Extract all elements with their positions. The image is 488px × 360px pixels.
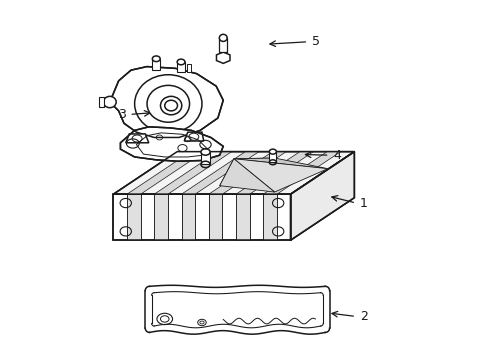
Bar: [186, 64, 191, 72]
Polygon shape: [233, 159, 327, 192]
Text: 1: 1: [359, 197, 367, 210]
Ellipse shape: [177, 59, 184, 65]
Ellipse shape: [134, 75, 202, 133]
Text: 2: 2: [359, 310, 367, 323]
Ellipse shape: [201, 149, 210, 155]
Polygon shape: [127, 152, 204, 194]
Polygon shape: [154, 152, 231, 194]
Polygon shape: [113, 194, 290, 240]
Bar: [99, 97, 104, 107]
Text: 3: 3: [118, 108, 125, 121]
Polygon shape: [125, 134, 148, 143]
Polygon shape: [233, 158, 327, 168]
Ellipse shape: [103, 96, 116, 108]
Ellipse shape: [269, 149, 276, 154]
Polygon shape: [181, 194, 195, 240]
Text: 5: 5: [311, 35, 319, 48]
Polygon shape: [110, 67, 223, 138]
Polygon shape: [263, 194, 276, 240]
Polygon shape: [181, 152, 259, 194]
Polygon shape: [290, 152, 354, 240]
Bar: [269, 152, 276, 162]
Polygon shape: [154, 194, 167, 240]
Ellipse shape: [219, 34, 226, 41]
Ellipse shape: [147, 85, 189, 122]
Polygon shape: [216, 52, 229, 63]
Polygon shape: [113, 152, 354, 194]
Polygon shape: [120, 127, 223, 161]
Polygon shape: [236, 194, 249, 240]
Bar: [152, 59, 160, 70]
Polygon shape: [127, 194, 141, 240]
Bar: [177, 62, 184, 72]
Polygon shape: [208, 152, 285, 194]
Polygon shape: [208, 194, 222, 240]
Polygon shape: [219, 158, 274, 186]
Ellipse shape: [152, 56, 160, 62]
Polygon shape: [236, 152, 313, 194]
Text: 4: 4: [332, 149, 340, 162]
Bar: [201, 152, 210, 165]
Polygon shape: [219, 159, 274, 192]
Bar: [219, 38, 226, 52]
Polygon shape: [263, 152, 340, 194]
Ellipse shape: [160, 96, 182, 115]
Polygon shape: [184, 132, 203, 141]
